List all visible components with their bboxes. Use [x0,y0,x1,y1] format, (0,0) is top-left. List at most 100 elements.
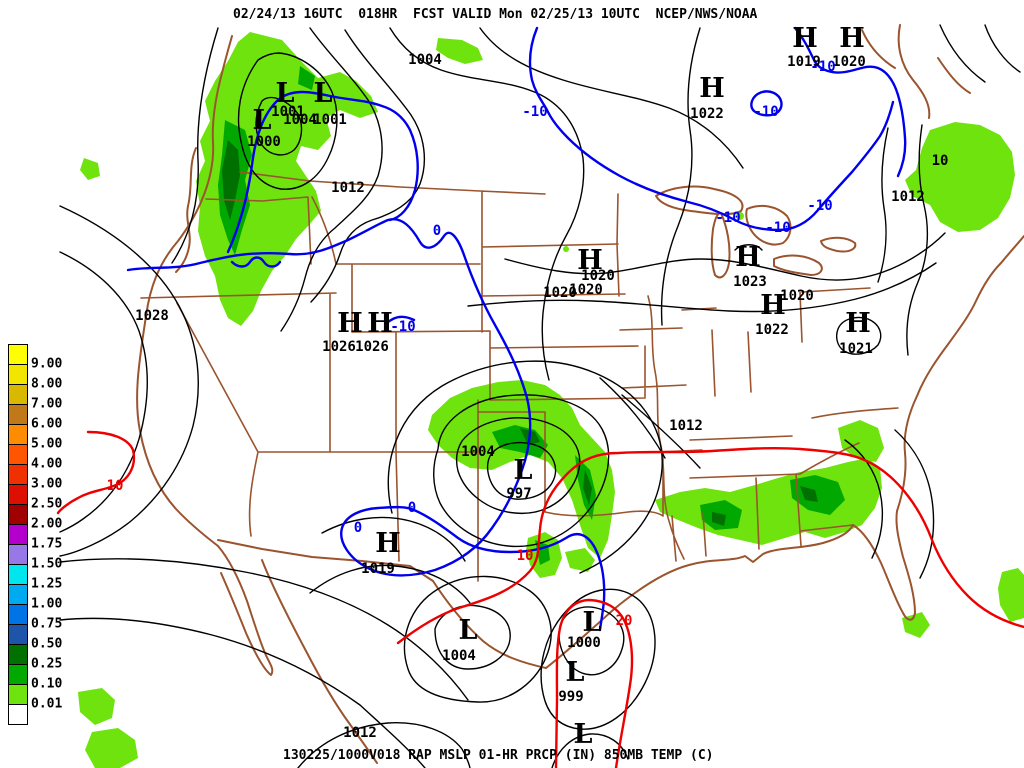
colorbar-box [8,624,28,645]
colorbar-box [8,704,28,725]
colorbar-box [8,524,28,545]
pressure-center-value: 1001 [271,104,305,120]
isotherms-cold [126,26,907,632]
pressure-center-H: H [839,23,865,55]
pressure-center-H: H [735,242,761,274]
contour-label-black: 1020 [543,285,577,301]
pressure-center-H: H [337,308,363,340]
colorbar-value: 0.50 [31,636,63,652]
great-lakes [655,185,857,279]
contour-label-red: 10 [106,478,124,494]
pressure-center-value: 1020 [832,54,866,70]
contour-label-black: 1012 [331,180,365,196]
contour-label-blue: 0 [432,223,442,239]
east-coastline [896,235,1024,512]
geography-borders [136,24,1024,764]
colorbar-box [8,364,28,385]
pressure-center-value: 1022 [690,106,724,122]
map-title-bottom: 130225/1000V018 RAP MSLP 01-HR PRCP (IN)… [283,748,714,763]
colorbar-box [8,644,28,665]
contour-label-black: 1012 [343,725,377,741]
pressure-center-value: 1020 [581,268,615,284]
contour-label-black: 1004 [461,444,495,460]
colorbar-value: 0.75 [31,616,63,632]
pressure-center-H: H [375,528,401,560]
pressure-center-H: H [367,308,393,340]
pressure-center-L: L [573,719,593,751]
colorbar-box [8,664,28,685]
colorbar-value: 6.00 [31,416,63,432]
pressure-center-L: L [458,615,478,647]
pressure-center-L: L [252,105,272,137]
contour-label-black: 1004 [408,52,442,68]
colorbar-box [8,584,28,605]
colorbar-value: 2.00 [31,516,63,532]
contour-label-red: 10 [516,548,534,564]
pressure-center-value: 1023 [733,274,767,290]
pressure-center-value: 1000 [247,134,281,150]
colorbar-value: 0.01 [31,696,63,712]
pressure-center-H: H [845,308,871,340]
baja-peninsula [217,545,274,676]
colorbar-box [8,544,28,565]
pressure-center-L: L [582,607,602,639]
colorbar-value: 0.10 [31,676,63,692]
pressure-center-H: H [792,23,818,55]
contour-label-black: 10 [931,153,949,169]
us-mexico-border [217,539,547,669]
colorbar-value: 1.25 [31,576,63,592]
contour-label-blue: 0 [353,520,363,536]
pressure-center-H: H [699,73,725,105]
colorbar-box [8,464,28,485]
colorbar-box [8,504,28,525]
colorbar-value: 1.00 [31,596,63,612]
contour-label-blue: -10 [753,104,779,120]
pressure-center-L: L [313,78,333,110]
colorbar-box [8,424,28,445]
contour-label-blue: -10 [715,210,741,226]
contour-label-black: 1020 [569,282,603,298]
colorbar-value: 2.50 [31,496,63,512]
colorbar-box [8,564,28,585]
pressure-center-value: 1026 [322,339,356,355]
colorbar-value: 1.75 [31,536,63,552]
contour-label-blue: -10 [765,220,791,236]
isotherms-warm [56,430,1024,768]
pressure-center-H: H [577,245,603,277]
colorbar-box [8,684,28,705]
contour-label-blue: -10 [807,198,833,214]
isobars-mslp [59,24,1021,768]
colorbar-box [8,344,28,365]
pressure-center-value: 1019 [361,561,395,577]
canada-coast-details [861,24,971,119]
pressure-center-value: 1021 [839,341,873,357]
colorbar-value: 5.00 [31,436,63,452]
contour-label-black: 1020 [780,288,814,304]
colorbar-value: 7.00 [31,396,63,412]
pressure-center-value: 1026 [355,339,389,355]
pressure-center-value: 1019 [787,54,821,70]
contour-label-black: 1028 [135,308,169,324]
pressure-center-value: 1000 [567,635,601,651]
pressure-center-value: 1004 [442,648,476,664]
colorbar-box [8,444,28,465]
colorbar-box [8,604,28,625]
contour-label-black: 1012 [669,418,703,434]
contour-label-black: 1004 [283,112,317,128]
colorbar-value: 9.00 [31,356,63,372]
colorbar-value: 0.25 [31,656,63,672]
mexico-west-coast [261,559,378,764]
contour-label-red: 20 [615,613,633,629]
colorbar-value: 8.00 [31,376,63,392]
pressure-center-value: 999 [558,689,584,705]
pressure-center-value: 1022 [755,322,789,338]
colorbar-box [8,384,28,405]
pressure-center-H: H [760,290,786,322]
contour-label-blue: -10 [810,59,836,75]
colorbar-value: 3.00 [31,476,63,492]
colorbar-value: 4.00 [31,456,63,472]
pressure-center-L: L [275,78,295,110]
colorbar-value: 1.50 [31,556,63,572]
